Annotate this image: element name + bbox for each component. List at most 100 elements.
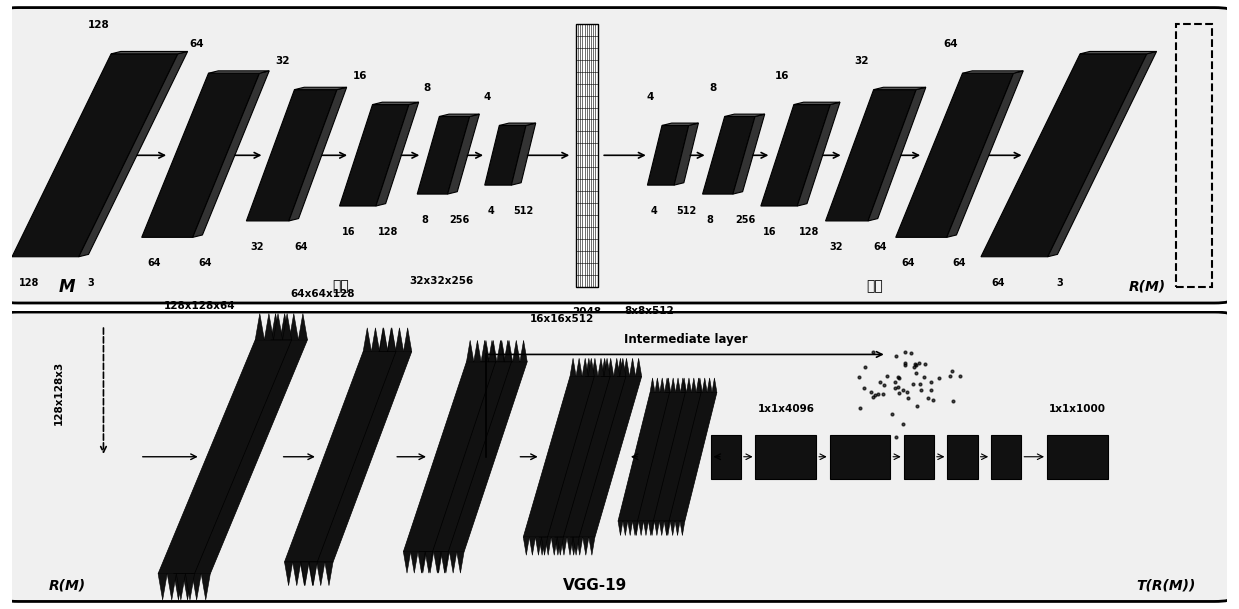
Point <box>895 357 914 367</box>
Point <box>918 393 938 403</box>
Point <box>897 387 917 396</box>
Polygon shape <box>670 378 675 392</box>
Text: 64x64x128: 64x64x128 <box>291 289 356 299</box>
Polygon shape <box>634 392 685 521</box>
Polygon shape <box>618 521 623 535</box>
Point <box>895 360 914 370</box>
Polygon shape <box>280 314 289 340</box>
Point <box>877 371 897 381</box>
Text: 16: 16 <box>774 71 789 81</box>
FancyBboxPatch shape <box>0 7 1233 303</box>
Polygon shape <box>450 552 457 573</box>
Point <box>886 432 906 442</box>
Text: 8x8x512: 8x8x512 <box>624 306 674 317</box>
Text: R(M): R(M) <box>1129 280 1166 294</box>
Polygon shape <box>504 340 512 362</box>
Polygon shape <box>686 378 691 392</box>
Polygon shape <box>247 90 337 221</box>
Polygon shape <box>208 71 269 73</box>
Polygon shape <box>555 537 561 555</box>
Polygon shape <box>681 378 686 392</box>
Polygon shape <box>665 378 670 392</box>
Polygon shape <box>426 552 434 573</box>
Polygon shape <box>570 358 576 376</box>
Point <box>916 359 935 368</box>
Point <box>898 393 918 403</box>
Polygon shape <box>664 378 669 392</box>
Polygon shape <box>173 340 307 574</box>
Polygon shape <box>497 340 504 362</box>
Point <box>921 377 940 387</box>
Point <box>922 385 942 395</box>
Polygon shape <box>488 340 496 362</box>
Polygon shape <box>523 537 529 555</box>
Polygon shape <box>457 552 465 573</box>
Text: 64: 64 <box>873 242 887 252</box>
Polygon shape <box>660 378 664 392</box>
Polygon shape <box>299 314 307 340</box>
Polygon shape <box>12 54 178 257</box>
Polygon shape <box>629 358 636 376</box>
Point <box>911 379 930 389</box>
Polygon shape <box>183 574 192 600</box>
Point <box>906 368 926 378</box>
Polygon shape <box>655 378 660 392</box>
Polygon shape <box>373 102 419 105</box>
Text: 128: 128 <box>799 227 819 237</box>
Polygon shape <box>698 378 703 392</box>
Polygon shape <box>176 574 186 600</box>
Point <box>855 362 875 372</box>
Point <box>893 385 913 395</box>
Text: 32: 32 <box>854 56 869 66</box>
Point <box>906 359 926 368</box>
Polygon shape <box>1047 435 1108 479</box>
Polygon shape <box>602 358 607 376</box>
Polygon shape <box>192 574 201 600</box>
Polygon shape <box>300 351 411 562</box>
Point <box>950 371 970 381</box>
Text: 64: 64 <box>294 242 307 252</box>
Polygon shape <box>623 521 628 535</box>
Polygon shape <box>506 340 513 362</box>
Polygon shape <box>710 435 741 479</box>
Polygon shape <box>691 378 696 392</box>
Polygon shape <box>571 376 642 537</box>
Polygon shape <box>285 351 396 562</box>
Polygon shape <box>586 358 592 376</box>
Polygon shape <box>274 314 282 340</box>
Polygon shape <box>545 537 551 555</box>
Polygon shape <box>555 376 626 537</box>
Text: 4: 4 <box>647 91 653 102</box>
Text: 1x1x1000: 1x1x1000 <box>1048 404 1105 414</box>
Polygon shape <box>649 392 701 521</box>
Text: 256: 256 <box>735 215 756 225</box>
Polygon shape <box>675 521 680 535</box>
Polygon shape <box>425 552 432 573</box>
Text: R(M): R(M) <box>48 579 85 593</box>
Polygon shape <box>300 562 309 586</box>
Polygon shape <box>482 340 489 362</box>
Polygon shape <box>628 521 633 535</box>
Polygon shape <box>825 90 916 221</box>
Polygon shape <box>395 328 404 351</box>
Text: 64: 64 <box>943 40 958 49</box>
Polygon shape <box>539 537 545 555</box>
Polygon shape <box>948 435 978 479</box>
Text: 256: 256 <box>450 215 470 225</box>
Polygon shape <box>539 376 610 537</box>
Polygon shape <box>680 378 685 392</box>
Polygon shape <box>418 552 425 573</box>
Polygon shape <box>582 537 589 555</box>
Polygon shape <box>159 574 167 600</box>
Polygon shape <box>617 358 623 376</box>
Text: 4: 4 <box>488 206 494 216</box>
Polygon shape <box>520 340 528 362</box>
Polygon shape <box>513 340 520 362</box>
Polygon shape <box>869 87 926 221</box>
Polygon shape <box>648 521 653 535</box>
Point <box>872 389 892 399</box>
Polygon shape <box>112 51 187 54</box>
Point <box>929 373 949 383</box>
Point <box>888 389 908 398</box>
Point <box>849 372 869 382</box>
